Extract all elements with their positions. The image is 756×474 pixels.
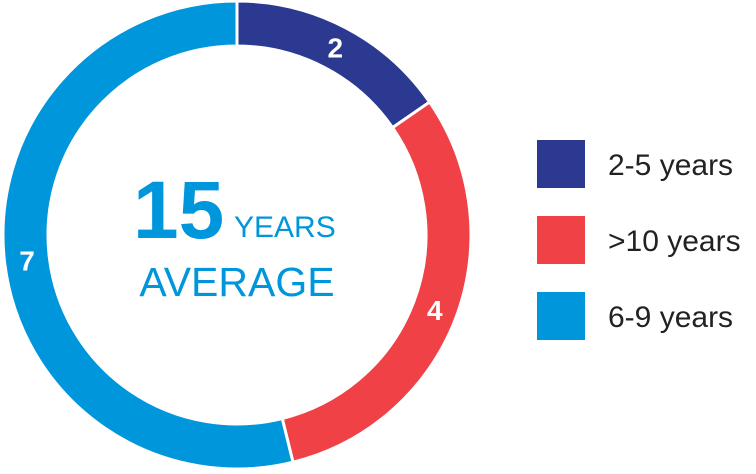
center-label: AVERAGE (139, 259, 334, 305)
center-value: 15 (133, 165, 224, 256)
legend-label: >10 years (608, 225, 741, 258)
donut-segment (235, 0, 432, 130)
legend-label: 2-5 years (608, 149, 733, 182)
donut-segment (1, 0, 295, 471)
legend-swatch (537, 140, 585, 188)
legend-label: 6-9 years (608, 301, 733, 334)
data-label: 4 (427, 295, 443, 326)
data-label: 7 (19, 245, 35, 276)
center-unit: YEARS (234, 211, 336, 244)
data-label: 2 (327, 33, 343, 64)
legend-swatch (537, 216, 585, 264)
legend-swatch (537, 292, 585, 340)
